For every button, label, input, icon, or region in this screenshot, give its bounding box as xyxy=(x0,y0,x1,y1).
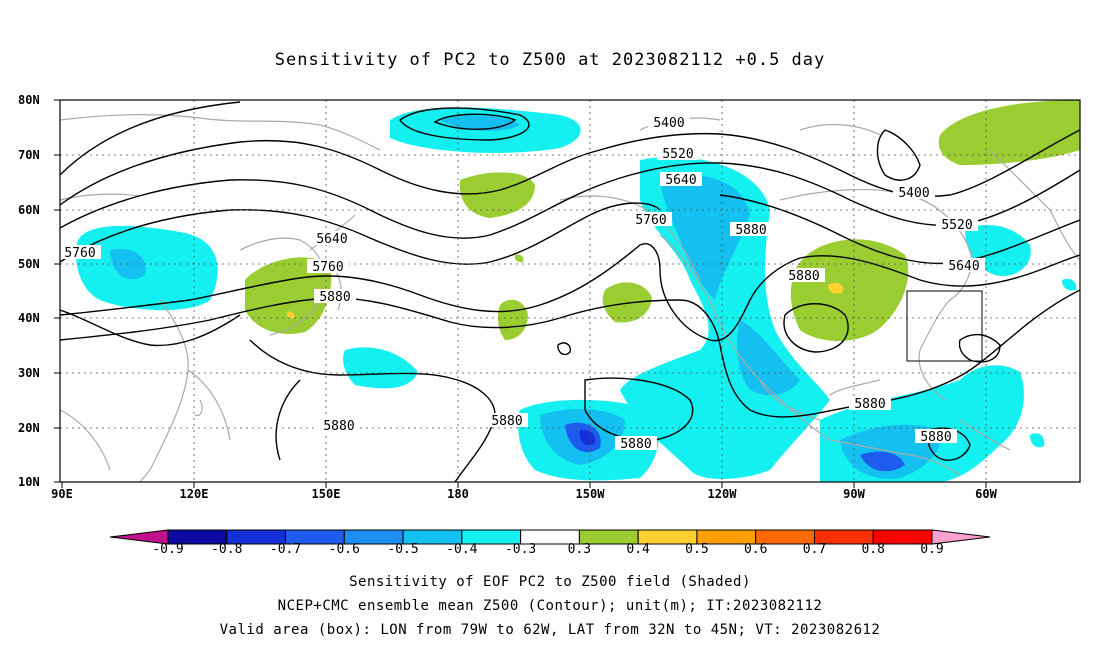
caption-line-2: NCEP+CMC ensemble mean Z500 (Contour); u… xyxy=(277,598,823,614)
lat-label: 20N xyxy=(18,421,40,435)
lat-label: 50N xyxy=(18,257,40,271)
colorbar-tick-label: 0.3 xyxy=(567,542,592,557)
lon-label: 120W xyxy=(707,487,737,501)
contour-label: 5520 xyxy=(662,147,693,162)
lat-label: 80N xyxy=(18,93,40,107)
colorbar-tick-label: 0.7 xyxy=(802,542,827,557)
caption-line-1: Sensitivity of EOF PC2 to Z500 field (Sh… xyxy=(349,574,751,590)
lat-label: 70N xyxy=(18,148,40,162)
lat-label: 40N xyxy=(18,311,40,325)
lon-label: 150E xyxy=(311,487,341,501)
lon-label: 120E xyxy=(179,487,209,501)
contour-label: 5880 xyxy=(735,223,766,238)
colorbar-tick-label: -0.4 xyxy=(446,542,478,557)
contour-label: 5880 xyxy=(620,437,651,452)
colorbar-tick-label: -0.3 xyxy=(504,542,537,557)
colorbar-tick-label: -0.6 xyxy=(328,542,360,557)
colorbar-tick-label: -0.8 xyxy=(211,542,243,557)
colorbar-tick-label: 0.9 xyxy=(920,542,944,557)
colorbar-tick-label: -0.9 xyxy=(152,542,184,557)
lon-label: 150W xyxy=(575,487,605,501)
caption-line-3: Valid area (box): LON from 79W to 62W, L… xyxy=(219,622,881,638)
lat-label: 30N xyxy=(18,366,40,380)
colorbar-tick-label: 0.8 xyxy=(861,542,885,557)
contour-label: 5880 xyxy=(854,397,885,412)
lon-label: 90W xyxy=(843,487,865,501)
contour-label: 5880 xyxy=(788,269,819,284)
figure-title: Sensitivity of PC2 to Z500 at 2023082112… xyxy=(274,50,826,70)
contour-label: 5880 xyxy=(319,290,350,305)
contour-label: 5400 xyxy=(898,186,929,201)
contour-label: 5880 xyxy=(323,419,354,434)
negative-sensitivity-shading xyxy=(76,107,1077,482)
colorbar-tick-label: 0.5 xyxy=(685,542,709,557)
lat-label: 10N xyxy=(18,475,40,489)
contour-label: 5640 xyxy=(316,232,347,247)
contour-label: 5760 xyxy=(64,246,95,261)
lon-label: 60W xyxy=(975,487,997,501)
contour-label: 5880 xyxy=(920,430,951,445)
contour-label: 5760 xyxy=(635,213,666,228)
contour-label: 5760 xyxy=(312,260,343,275)
map-frame xyxy=(59,99,1081,483)
axis-ticks xyxy=(54,99,987,488)
contour-labels: 5400 5400 5520 5520 5640 5640 5640 5760 … xyxy=(59,115,985,452)
lon-label: 180 xyxy=(447,487,469,501)
colorbar-tick-label: -0.5 xyxy=(387,542,419,557)
contour-label: 5400 xyxy=(653,116,684,131)
lat-label: 60N xyxy=(18,203,40,217)
contour-label: 5880 xyxy=(491,414,522,429)
contour-label: 5640 xyxy=(948,259,979,274)
colorbar-tick-label: 0.4 xyxy=(626,542,650,557)
lon-label: 90E xyxy=(51,487,73,501)
colorbar-tick-label: 0.6 xyxy=(743,542,768,557)
contour-label: 5520 xyxy=(941,218,972,233)
colorbar-tick-label: -0.7 xyxy=(269,542,302,557)
contour-label: 5640 xyxy=(665,173,696,188)
valid-area-box xyxy=(906,290,983,362)
